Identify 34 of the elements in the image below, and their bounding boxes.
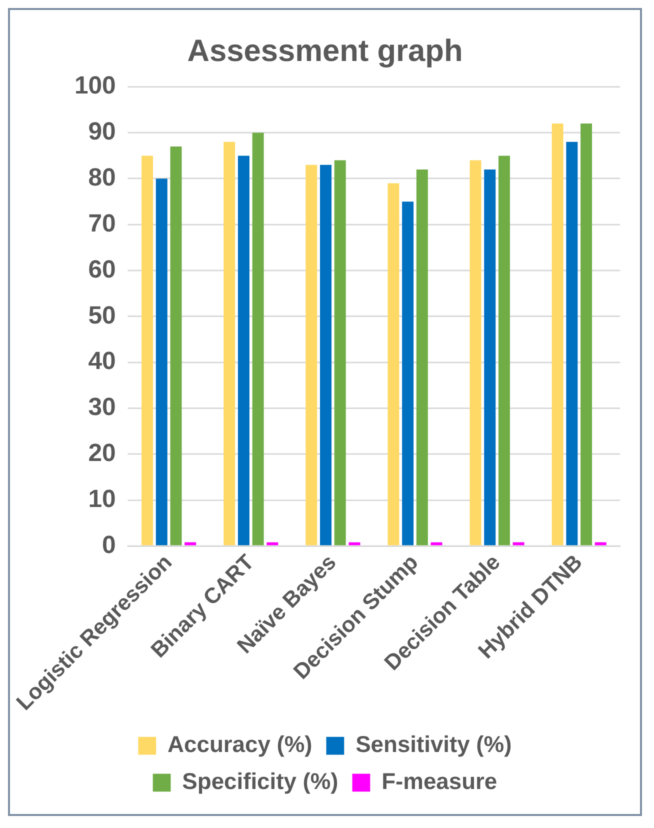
y-tick-label: 90 — [88, 118, 116, 146]
bar — [224, 142, 236, 546]
legend-label: Sensitivity (%) — [356, 731, 512, 758]
bar — [170, 146, 182, 546]
y-tick-label: 40 — [88, 348, 116, 376]
bar — [320, 164, 332, 546]
y-tick-label: 80 — [88, 164, 116, 192]
bar — [252, 132, 264, 546]
bar — [156, 178, 168, 546]
bar — [334, 160, 346, 546]
bar — [402, 202, 414, 546]
bar — [238, 156, 250, 546]
bar — [470, 160, 482, 546]
y-tick-label: 70 — [88, 210, 116, 238]
legend-label: Specificity (%) — [182, 768, 338, 794]
bar — [388, 183, 400, 546]
y-tick-label: 10 — [88, 486, 116, 513]
bar — [498, 156, 510, 546]
chart-title: Assessment graph — [187, 32, 463, 68]
y-tick-label: 0 — [102, 532, 116, 559]
y-tick-label: 20 — [88, 440, 116, 468]
legend-label: F-measure — [382, 768, 498, 794]
bar — [484, 169, 496, 546]
bar — [306, 164, 318, 546]
legend-label: Accuracy (%) — [168, 731, 312, 758]
y-tick-label: 60 — [88, 256, 116, 284]
y-tick-label: 30 — [88, 394, 116, 422]
bar — [566, 142, 578, 546]
bar — [416, 169, 428, 546]
y-tick-label: 50 — [88, 302, 116, 330]
bar — [142, 156, 154, 546]
bar — [580, 124, 592, 546]
y-tick-label: 100 — [74, 72, 116, 100]
bar — [552, 124, 564, 546]
